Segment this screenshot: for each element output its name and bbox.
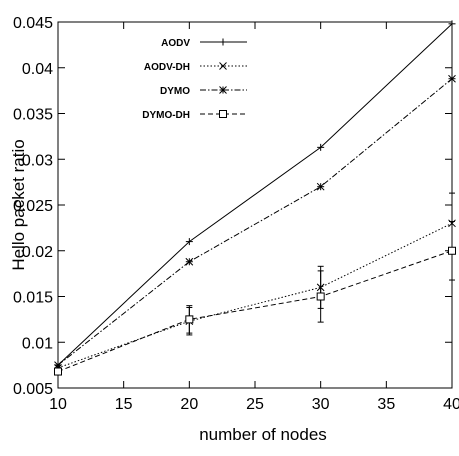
legend-marker-aodv-dh-stroke — [219, 62, 227, 70]
x-tick-label: 25 — [246, 396, 264, 413]
y-tick-label: 0.02 — [22, 244, 53, 261]
data-point-aodv — [185, 238, 193, 246]
data-point-dymo-dh-box — [316, 292, 325, 301]
x-tick-label: 10 — [49, 396, 67, 413]
x-tick-label: 35 — [377, 396, 395, 413]
series-line-dymo-dh — [57, 250, 453, 372]
data-point-dymo-dh — [448, 246, 456, 255]
data-point-dymo-stroke — [54, 361, 62, 369]
y-tick-label: 0.04 — [22, 61, 53, 78]
data-point-dymo-stroke — [316, 182, 325, 191]
data-point-dymo — [448, 74, 456, 83]
series-line-aodv-dh — [57, 222, 453, 369]
legend-marker-aodv-dh — [219, 62, 227, 70]
x-tick-label: 40 — [443, 396, 459, 413]
plot-frame — [57, 21, 453, 389]
legend-label-aodv: AODV — [161, 38, 190, 49]
series-line-aodv — [57, 23, 453, 366]
data-point-dymo-dh-box — [185, 315, 194, 324]
legend-marker-dymo-stroke — [219, 86, 227, 94]
data-point-dymo — [185, 257, 194, 266]
data-point-dymo-dh-box — [448, 246, 456, 255]
data-point-dymo-dh — [185, 315, 194, 324]
series-line-dymo — [57, 78, 453, 366]
y-tick-label: 0.015 — [13, 290, 53, 307]
x-tick-label: 15 — [115, 396, 133, 413]
y-tick-label: 0.035 — [13, 107, 53, 124]
legend-label-dymo: DYMO — [160, 86, 190, 97]
legend-marker-dymo — [219, 86, 227, 94]
y-axis-title: Hello packet ratio — [9, 139, 28, 270]
data-point-dymo-stroke — [185, 257, 194, 266]
legend-marker-dymo-dh — [219, 110, 227, 118]
y-tick-label: 0.045 — [13, 15, 53, 32]
legend-label-dymo-dh: DYMO-DH — [142, 110, 190, 121]
legend-label-aodv-dh: AODV-DH — [144, 62, 190, 73]
data-point-dymo — [54, 361, 62, 369]
data-point-aodv — [448, 20, 456, 28]
legend-marker-aodv — [219, 38, 227, 46]
x-tick-label: 30 — [312, 396, 330, 413]
y-tick-label: 0.01 — [22, 335, 53, 352]
x-tick-label: 20 — [180, 396, 198, 413]
data-point-aodv — [317, 143, 325, 151]
data-point-dymo-dh-box — [54, 367, 62, 376]
data-point-dymo-dh — [316, 292, 325, 301]
y-tick-label: 0.005 — [13, 381, 53, 398]
x-axis-title: number of nodes — [199, 425, 327, 444]
axis-ticks: 10 15 20 25 30 35 40 0.005 0.01 0.015 0.02 0.025 0.0… — [13, 15, 459, 413]
y-tick-label: 0.025 — [13, 198, 53, 215]
legend-marker-dymo-dh-box — [219, 110, 227, 118]
data-point-dymo-stroke — [448, 74, 456, 83]
y-tick-label: 0.03 — [22, 152, 53, 169]
data-point-dymo — [316, 182, 325, 191]
data-point-dymo-dh — [54, 367, 62, 376]
legend: AODV AODV-DH DYMO DYMO-DH — [142, 38, 247, 121]
series-lines — [54, 20, 456, 376]
